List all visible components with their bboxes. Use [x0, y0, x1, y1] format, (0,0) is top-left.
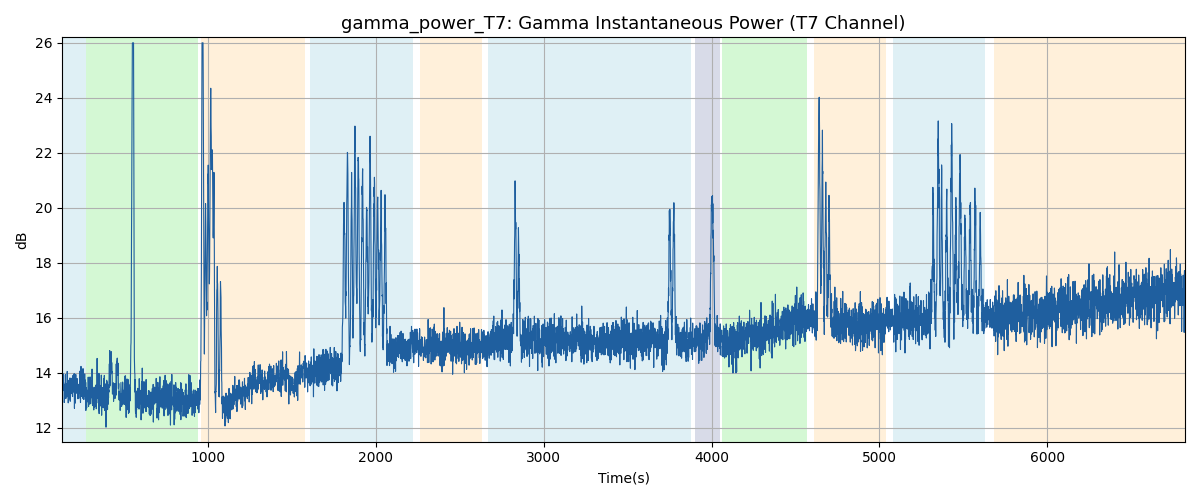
- Title: gamma_power_T7: Gamma Instantaneous Power (T7 Channel): gamma_power_T7: Gamma Instantaneous Powe…: [341, 15, 906, 34]
- Bar: [695, 38, 720, 442]
- Bar: [721, 38, 808, 442]
- Bar: [994, 38, 1186, 442]
- Bar: [488, 38, 691, 442]
- Bar: [85, 38, 198, 442]
- Bar: [893, 38, 985, 442]
- Y-axis label: dB: dB: [16, 230, 29, 249]
- Bar: [814, 38, 887, 442]
- Bar: [311, 38, 413, 442]
- X-axis label: Time(s): Time(s): [598, 471, 649, 485]
- Bar: [420, 38, 481, 442]
- Bar: [62, 38, 85, 442]
- Bar: [202, 38, 306, 442]
